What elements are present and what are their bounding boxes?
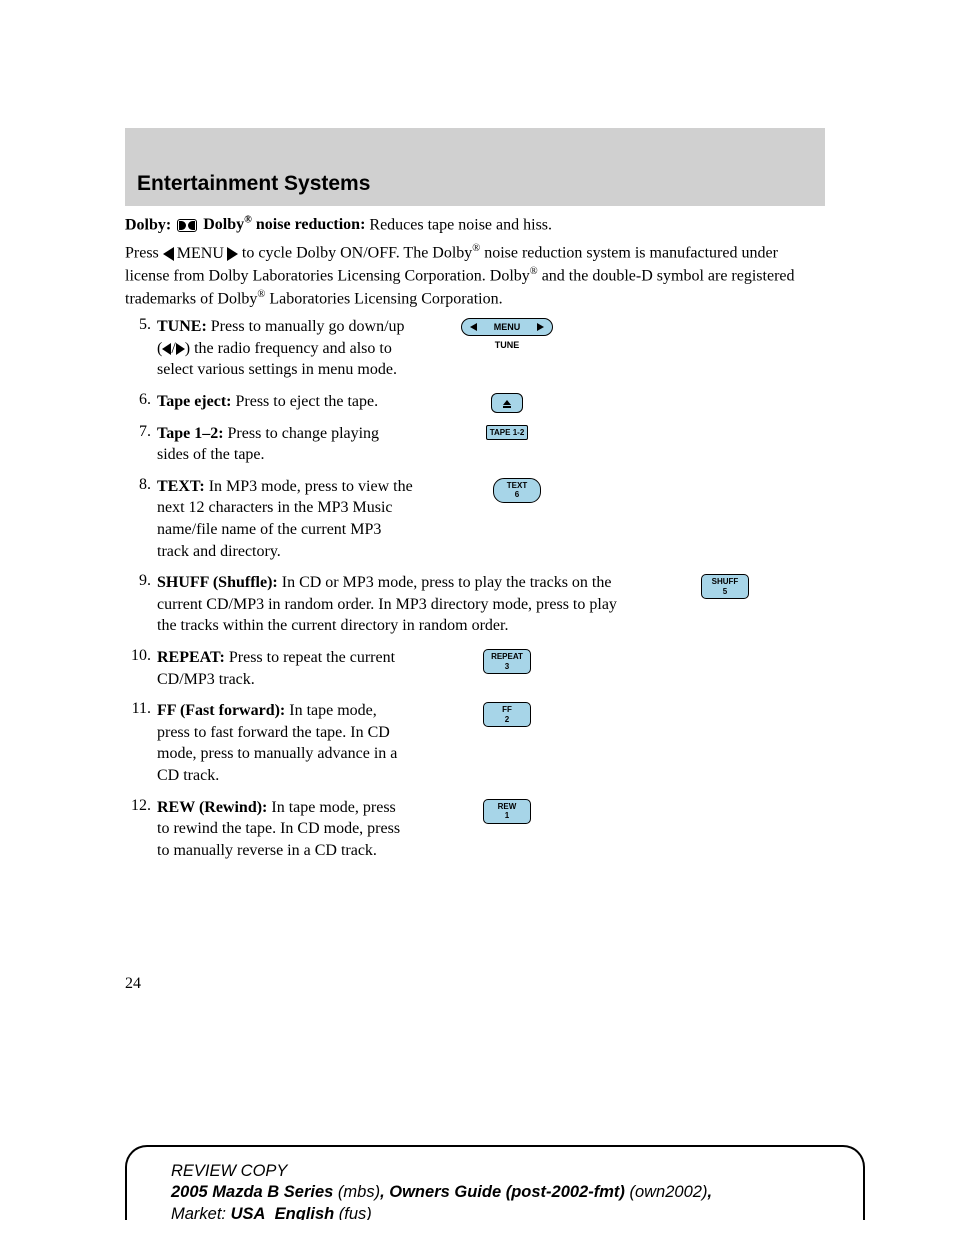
section-header: Entertainment Systems	[125, 128, 825, 206]
item-label: Tape eject:	[157, 393, 232, 410]
eject-icon	[503, 400, 511, 405]
item-label: REW (Rewind):	[157, 799, 267, 816]
item-label: FF (Fast forward):	[157, 702, 285, 719]
item-text: REW (Rewind): In tape mode, press to rew…	[157, 797, 407, 862]
item-text: SHUFF (Shuffle): In CD or MP3 mode, pres…	[157, 572, 625, 637]
dolby-icon	[177, 219, 197, 232]
list-item: 9. SHUFF (Shuffle): In CD or MP3 mode, p…	[125, 572, 825, 637]
list-item: 10. REPEAT: Press to repeat the current …	[125, 647, 825, 690]
triangle-left-icon	[162, 343, 171, 355]
item-number: 5.	[125, 316, 157, 334]
item-label: REPEAT:	[157, 649, 225, 666]
triangle-right-icon	[227, 247, 238, 261]
list-item: 8. TEXT: In MP3 mode, press to view the …	[125, 476, 825, 562]
footer-line-1: REVIEW COPY	[171, 1161, 827, 1182]
list-item: 5. TUNE: Press to manually go down/up (/…	[125, 316, 825, 381]
footer-line-3: Market: USA_English (fus)	[171, 1204, 827, 1220]
ff-button-graphic: FF 2	[483, 702, 531, 727]
button-graphic: SHUFF 5	[625, 572, 825, 599]
item-text: Tape 1–2: Press to change playing sides …	[157, 423, 407, 466]
item-text: TEXT: In MP3 mode, press to view the nex…	[157, 476, 417, 562]
item-label: Tape 1–2:	[157, 425, 224, 442]
item-text: REPEAT: Press to repeat the current CD/M…	[157, 647, 407, 690]
shuff-button-graphic: SHUFF 5	[701, 574, 749, 599]
menu-button-label: MENU	[494, 322, 521, 332]
item-label: SHUFF (Shuffle):	[157, 574, 278, 591]
intro-text: Laboratories Licensing Corporation.	[265, 290, 502, 307]
button-graphic: FF 2	[407, 700, 607, 727]
sup: ®	[530, 266, 538, 277]
triangle-left-icon	[470, 323, 477, 331]
item-label: TUNE:	[157, 318, 207, 335]
list-item: 12. REW (Rewind): In tape mode, press to…	[125, 797, 825, 862]
intro-text: to cycle Dolby ON/OFF. The Dolby	[238, 245, 472, 262]
menu-button-graphic: MENU	[461, 318, 553, 336]
footer-line-2: 2005 Mazda B Series (mbs), Owners Guide …	[171, 1182, 827, 1203]
footer-box: REVIEW COPY 2005 Mazda B Series (mbs), O…	[125, 1145, 865, 1220]
item-number: 11.	[125, 700, 157, 718]
button-graphic: REPEAT 3	[407, 647, 607, 674]
page-number: 24	[125, 975, 141, 993]
list-item: 7. Tape 1–2: Press to change playing sid…	[125, 423, 825, 466]
button-graphic: REW 1	[407, 797, 607, 824]
item-number: 9.	[125, 572, 157, 590]
intro-paragraph-1: Dolby: Dolby® noise reduction: Reduces t…	[125, 214, 825, 236]
tape12-button-graphic: TAPE 1-2	[486, 425, 528, 440]
repeat-button-graphic: REPEAT 3	[483, 649, 531, 674]
instruction-list: 5. TUNE: Press to manually go down/up (/…	[125, 316, 825, 861]
item-text: Tape eject: Press to eject the tape.	[157, 391, 407, 413]
item-number: 12.	[125, 797, 157, 815]
item-label: TEXT:	[157, 478, 205, 495]
item-text: FF (Fast forward): In tape mode, press t…	[157, 700, 407, 786]
list-item: 6. Tape eject: Press to eject the tape.	[125, 391, 825, 413]
triangle-left-icon	[163, 247, 174, 261]
item-number: 10.	[125, 647, 157, 665]
intro-text: Press	[125, 245, 163, 262]
item-number: 6.	[125, 391, 157, 409]
page-content: Entertainment Systems Dolby: Dolby® nois…	[125, 128, 825, 871]
triangle-right-icon	[537, 323, 544, 331]
item-number: 7.	[125, 423, 157, 441]
intro-rest-1: Reduces tape noise and hiss.	[365, 216, 552, 233]
list-item: 11. FF (Fast forward): In tape mode, pre…	[125, 700, 825, 786]
button-graphic: TEXT 6	[417, 476, 617, 503]
rew-button-graphic: REW 1	[483, 799, 531, 824]
dolby-label: Dolby:	[125, 216, 171, 233]
button-graphic	[407, 391, 607, 413]
item-text: TUNE: Press to manually go down/up (/) t…	[157, 316, 407, 381]
triangle-right-icon	[176, 343, 185, 355]
tune-label: TUNE	[495, 340, 520, 350]
eject-button-graphic	[491, 393, 523, 413]
intro-paragraph-2: Press MENU to cycle Dolby ON/OFF. The Do…	[125, 242, 825, 310]
menu-text: MENU	[177, 245, 224, 262]
item-number: 8.	[125, 476, 157, 494]
dolby-word: Dolby® noise reduction:	[203, 216, 365, 233]
text-button-graphic: TEXT 6	[493, 478, 541, 503]
button-graphic: MENU TUNE	[407, 316, 607, 350]
button-graphic: TAPE 1-2	[407, 423, 607, 440]
